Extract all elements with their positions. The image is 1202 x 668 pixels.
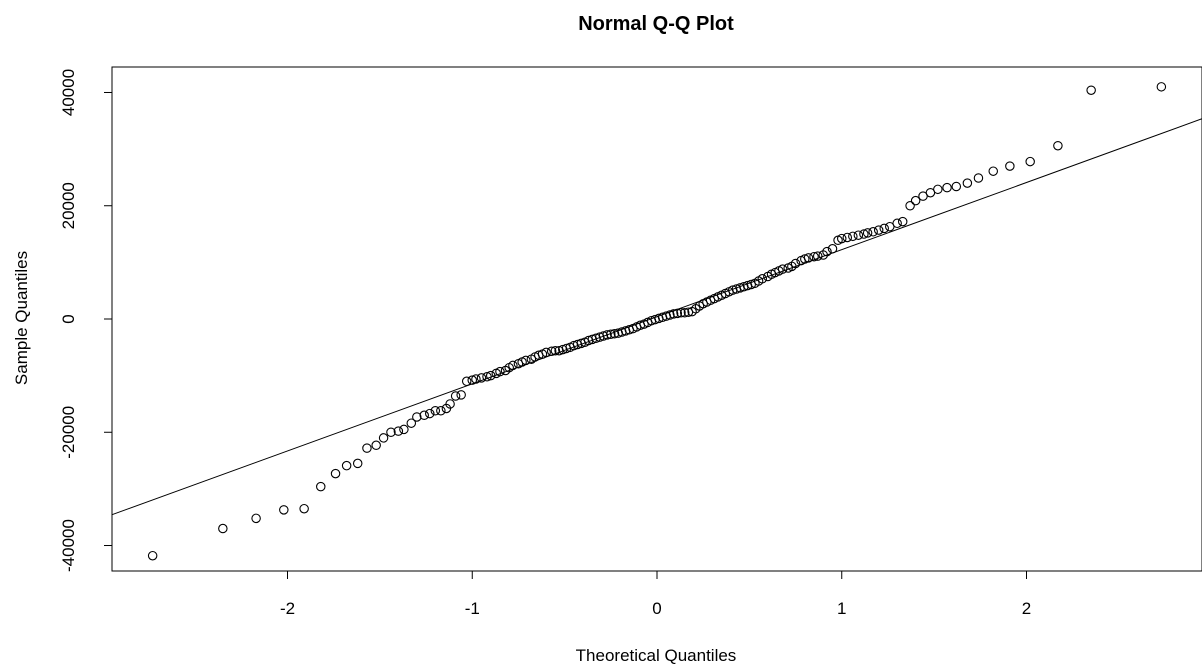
data-point bbox=[279, 505, 289, 515]
data-point bbox=[546, 346, 557, 357]
data-point bbox=[942, 182, 952, 193]
data-point bbox=[822, 246, 832, 257]
data-point bbox=[862, 228, 873, 238]
data-point bbox=[842, 232, 853, 243]
data-point bbox=[1005, 161, 1015, 171]
data-point bbox=[676, 308, 686, 318]
data-point bbox=[873, 225, 884, 235]
data-point bbox=[316, 481, 326, 492]
data-point bbox=[476, 373, 487, 383]
data-point bbox=[430, 405, 441, 416]
data-point bbox=[406, 418, 417, 428]
data-point bbox=[508, 360, 518, 371]
data-point bbox=[879, 223, 889, 234]
data-point bbox=[386, 427, 396, 438]
data-point bbox=[1156, 82, 1167, 92]
x-axis: -2 -1 0 1 2 bbox=[280, 571, 1031, 618]
data-point bbox=[393, 426, 404, 436]
data-point bbox=[777, 264, 788, 274]
y-tick-label: -40000 bbox=[59, 519, 78, 572]
data-point bbox=[668, 309, 679, 319]
data-point bbox=[962, 178, 973, 188]
data-point bbox=[951, 181, 962, 192]
data-point bbox=[868, 227, 878, 237]
reference-line bbox=[111, 118, 1202, 516]
data-point bbox=[450, 391, 461, 401]
data-point bbox=[848, 231, 858, 242]
x-tick-label: 0 bbox=[652, 599, 661, 618]
data-point bbox=[412, 412, 422, 422]
data-point bbox=[598, 331, 609, 341]
data-point bbox=[341, 460, 352, 471]
data-point bbox=[352, 458, 363, 469]
data-point bbox=[1025, 156, 1035, 167]
data-point bbox=[679, 308, 690, 318]
data-point bbox=[330, 468, 341, 479]
y-tick-label: -20000 bbox=[59, 406, 78, 459]
data-point bbox=[933, 184, 943, 195]
data-point bbox=[800, 254, 810, 264]
data-point bbox=[456, 390, 466, 400]
data-point bbox=[541, 347, 551, 358]
chart-title: Normal Q-Q Plot bbox=[578, 13, 734, 35]
data-point bbox=[485, 370, 496, 381]
data-point bbox=[853, 230, 864, 240]
data-point bbox=[836, 233, 847, 244]
data-point bbox=[445, 399, 455, 409]
data-point bbox=[665, 310, 675, 320]
data-point bbox=[1086, 85, 1096, 95]
y-tick-label: 20000 bbox=[59, 182, 78, 229]
data-point bbox=[606, 329, 616, 340]
data-point bbox=[905, 200, 915, 211]
data-point bbox=[436, 405, 446, 416]
x-tick-label: 2 bbox=[1022, 599, 1031, 618]
data-point bbox=[461, 376, 472, 387]
data-point bbox=[1053, 140, 1063, 151]
data-point bbox=[550, 345, 561, 356]
data-point bbox=[602, 330, 612, 340]
y-axis-label: Sample Quantiles bbox=[12, 251, 31, 385]
data-point bbox=[790, 258, 801, 269]
data-point bbox=[609, 328, 620, 339]
data-point bbox=[988, 166, 998, 176]
data-point bbox=[482, 372, 492, 382]
data-point bbox=[757, 274, 768, 284]
data-point bbox=[378, 433, 389, 443]
x-tick-label: 1 bbox=[837, 599, 846, 618]
data-point bbox=[910, 195, 921, 206]
data-point bbox=[371, 440, 381, 451]
data-point bbox=[827, 244, 838, 254]
data-point bbox=[425, 408, 435, 419]
x-tick-label: -1 bbox=[465, 599, 480, 618]
data-point bbox=[521, 355, 531, 366]
data-point bbox=[419, 410, 429, 421]
data-point bbox=[892, 218, 902, 229]
data-point bbox=[147, 550, 158, 561]
data-point bbox=[399, 424, 409, 435]
data-point bbox=[897, 216, 908, 227]
data-point bbox=[251, 513, 261, 524]
data-point bbox=[973, 173, 984, 183]
data-point bbox=[218, 523, 228, 534]
plot-frame bbox=[111, 66, 1202, 572]
data-point bbox=[362, 443, 372, 453]
y-axis: -40000 -20000 0 20000 40000 bbox=[59, 69, 112, 572]
x-axis-label: Theoretical Quantiles bbox=[576, 646, 737, 665]
y-tick-label: 0 bbox=[59, 314, 78, 323]
data-points bbox=[147, 82, 1167, 561]
data-point bbox=[467, 375, 478, 385]
data-point bbox=[803, 253, 814, 263]
data-point bbox=[471, 374, 481, 384]
x-tick-label: -2 bbox=[280, 599, 295, 618]
y-tick-label: 40000 bbox=[59, 69, 78, 116]
data-point bbox=[299, 503, 309, 514]
data-point bbox=[812, 251, 823, 261]
data-point bbox=[809, 251, 819, 262]
data-point bbox=[495, 366, 505, 377]
data-point bbox=[672, 308, 683, 319]
data-point bbox=[859, 229, 869, 239]
